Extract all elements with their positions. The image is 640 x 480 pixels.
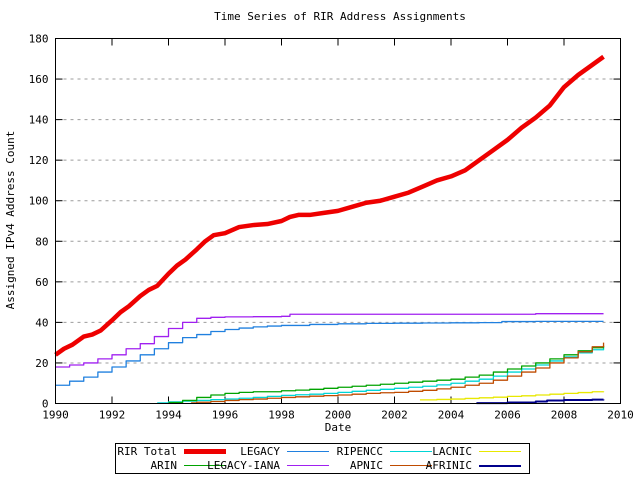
series-line-rir-total <box>54 54 605 357</box>
legend-line-sample <box>479 464 521 467</box>
y-tick-label: 180 <box>29 33 49 46</box>
x-tick-label: 2004 <box>438 409 465 422</box>
x-tick-label: 1996 <box>212 409 239 422</box>
legend-label: LEGACY <box>240 444 280 458</box>
y-tick-label: 80 <box>35 235 48 248</box>
legend-line-sample <box>390 465 432 466</box>
legend-label: ARIN <box>150 458 178 472</box>
x-tick-label: 1990 <box>42 409 69 422</box>
legend-label: LEGACY-IANA <box>207 458 280 472</box>
legend-entry: LEGACY <box>234 445 337 459</box>
legend-entry: RIPENCC <box>337 445 440 459</box>
x-tick-label: 2002 <box>381 409 408 422</box>
legend-label: APNIC <box>349 458 383 472</box>
series-line-afrinic <box>476 398 605 405</box>
y-tick-label: 120 <box>29 154 49 167</box>
legend-line-sample <box>287 451 329 452</box>
series-line-apnic <box>191 342 605 404</box>
series-line-legacy <box>55 320 604 386</box>
series-line-legacy-iana <box>55 313 604 368</box>
x-tick-label: 1992 <box>99 409 126 422</box>
y-tick-label: 100 <box>29 195 49 208</box>
x-tick-label: 2006 <box>494 409 521 422</box>
legend-label: RIPENCC <box>336 444 383 458</box>
legend-entry: AFRINIC <box>426 459 529 473</box>
legend-line-sample <box>287 465 329 466</box>
chart-title: Time Series of RIR Address Assignments <box>214 10 466 23</box>
legend-label: LACNIC <box>432 444 472 458</box>
x-tick-label: 2008 <box>551 409 578 422</box>
legend-label: RIR Total <box>117 444 177 458</box>
legend-line-sample <box>479 451 521 452</box>
legend-entry: LEGACY-IANA <box>207 459 337 473</box>
x-tick-label: 1994 <box>155 409 182 422</box>
y-tick-label: 60 <box>35 276 48 289</box>
y-tick-label: 0 <box>42 398 49 411</box>
legend-entry: LACNIC <box>432 445 529 459</box>
series-line-arin <box>168 345 605 404</box>
legend-entry: RIR Total <box>116 445 234 459</box>
legend-line-sample <box>390 451 432 452</box>
y-tick-label: 140 <box>29 114 49 127</box>
legend-line-sample <box>184 465 226 466</box>
x-axis-label: Date <box>325 421 352 434</box>
x-tick-label: 2000 <box>325 409 352 422</box>
legend-label: AFRINIC <box>425 458 472 472</box>
x-tick-label: 1998 <box>268 409 295 422</box>
y-tick-label: 20 <box>35 357 48 370</box>
legend: RIR Total LEGACY RIPENCC LACNIC ARIN LEGACY-I… <box>115 443 530 474</box>
legend-entry: ARIN <box>116 459 234 473</box>
x-tick-label: 2010 <box>607 409 634 422</box>
plot-border <box>55 38 621 404</box>
y-tick-label: 160 <box>29 73 49 86</box>
legend-entry: APNIC <box>337 459 440 473</box>
series-line-lacnic <box>419 391 605 401</box>
y-tick-label: 40 <box>35 316 48 329</box>
legend-line-sample <box>184 449 226 454</box>
y-axis-label: Assigned IPv4 Address Count <box>4 131 17 310</box>
